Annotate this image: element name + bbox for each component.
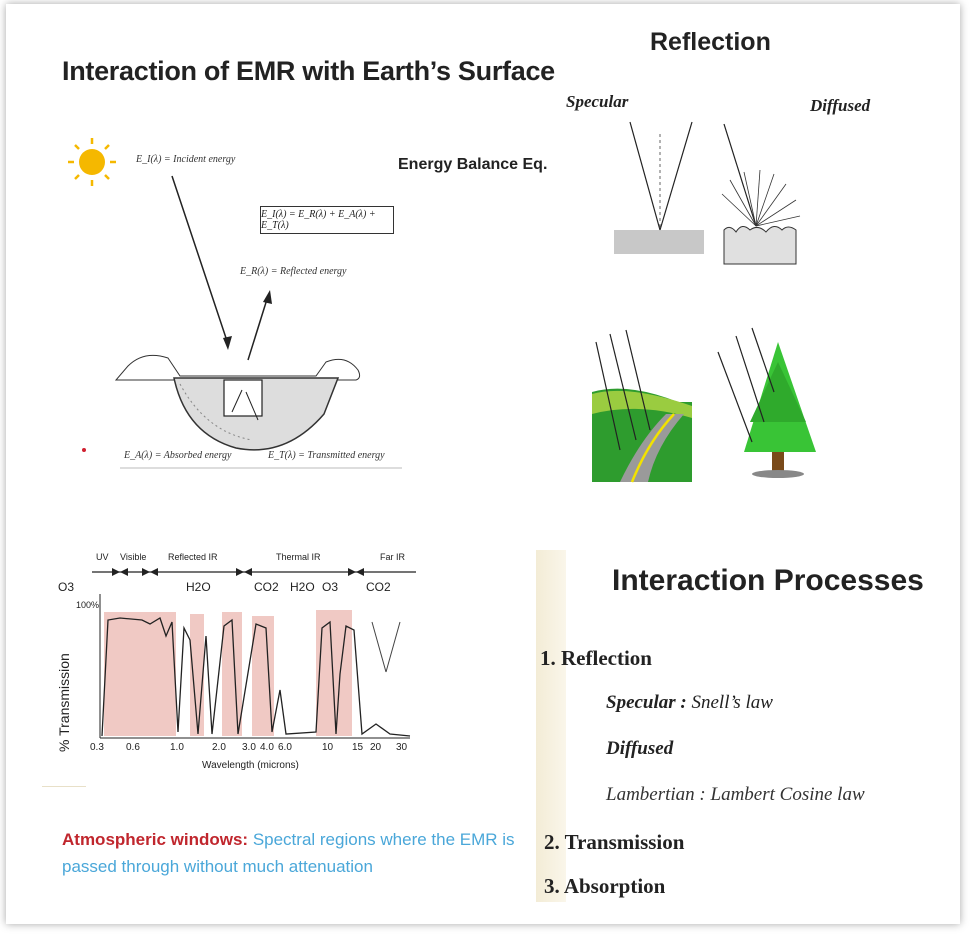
atmospheric-windows [104,610,352,736]
energy-balance-equation: E_I(λ) = E_R(λ) + E_A(λ) + E_T(λ) [260,206,394,234]
x-tick: 20 [370,742,382,753]
x-tick: 6.0 [278,742,292,753]
specular-label: Specular [566,92,629,111]
transmission-chart [92,568,416,739]
energy-diagram [68,138,402,469]
gas-label-co2-2: CO2 [366,580,391,594]
specular-line: Specular : Snell’s law [606,692,773,714]
surface-illustrations [592,327,816,483]
band-reflected-ir: Reflected IR [168,552,218,562]
gas-label-h2o-2: H2O [290,580,315,594]
reflection-sketches [614,121,801,265]
x-tick: 3.0 [242,742,256,753]
gas-label-h2o: H2O [186,580,211,594]
x-axis-label: Wavelength (microns) [202,760,299,771]
decorative-strip [536,550,566,902]
y-axis-label: % Transmission [56,653,72,752]
y-tick-100: 100% [76,600,100,610]
slide: Interaction of EMR with Earth’s Surface … [6,4,960,924]
gas-label-o3-2: O3 [322,580,339,594]
x-tick: 0.3 [90,742,104,753]
slide-title: Interaction of EMR with Earth’s Surface [62,56,555,86]
road-illustration [592,329,692,483]
x-tick: 0.6 [126,742,140,753]
divider [42,786,86,787]
transmitted-energy-label: E_T(λ) = Transmitted energy [268,450,385,461]
reflection-title: Reflection [650,28,771,56]
reflected-energy-label: E_R(λ) = Reflected energy [240,266,347,277]
snells-law: Snell’s law [691,692,773,713]
band-labels: UV Visible Reflected IR Thermal IR Far I… [90,552,420,566]
band-thermal-ir: Thermal IR [276,552,321,562]
gas-labels: O3 H2O CO2 H2O O3 CO2 [58,580,391,598]
x-tick: 2.0 [212,742,226,753]
x-tick: 15 [352,742,364,753]
atmospheric-windows-term: Atmospheric windows: [62,830,249,849]
tree-illustration [717,327,816,478]
gas-label-co2: CO2 [254,580,279,594]
process-reflection: 1. Reflection [540,646,652,670]
specular-term: Specular : [606,692,687,713]
x-ticks: 0.3 0.6 1.0 2.0 3.0 4.0 6.0 10 15 20 30 [90,742,420,756]
processes-title: Interaction Processes [612,564,924,597]
incident-energy-label: E_I(λ) = Incident energy [136,154,236,165]
diffused-line: Diffused [606,738,674,759]
process-transmission: 2. Transmission [544,830,685,854]
band-uv: UV [96,552,109,562]
diffused-label: Diffused [810,96,871,115]
energy-balance-heading: Energy Balance Eq. [398,156,548,173]
sun-icon [68,138,116,186]
process-absorption: 3. Absorption [544,874,666,898]
atmospheric-windows-note: Atmospheric windows: Spectral regions wh… [62,826,522,880]
x-tick: 30 [396,742,408,753]
x-tick: 4.0 [260,742,274,753]
lambertian-line: Lambertian : Lambert Cosine law [606,784,865,805]
band-far-ir: Far IR [380,552,406,562]
x-tick: 1.0 [170,742,184,753]
x-tick: 10 [322,742,334,753]
band-visible: Visible [120,552,147,562]
atmospheric-windows-definition: Spectral regions where the EMR is passed… [62,830,515,876]
absorbed-energy-label: E_A(λ) = Absorbed energy [124,450,232,461]
gas-label-o3: O3 [58,580,75,594]
